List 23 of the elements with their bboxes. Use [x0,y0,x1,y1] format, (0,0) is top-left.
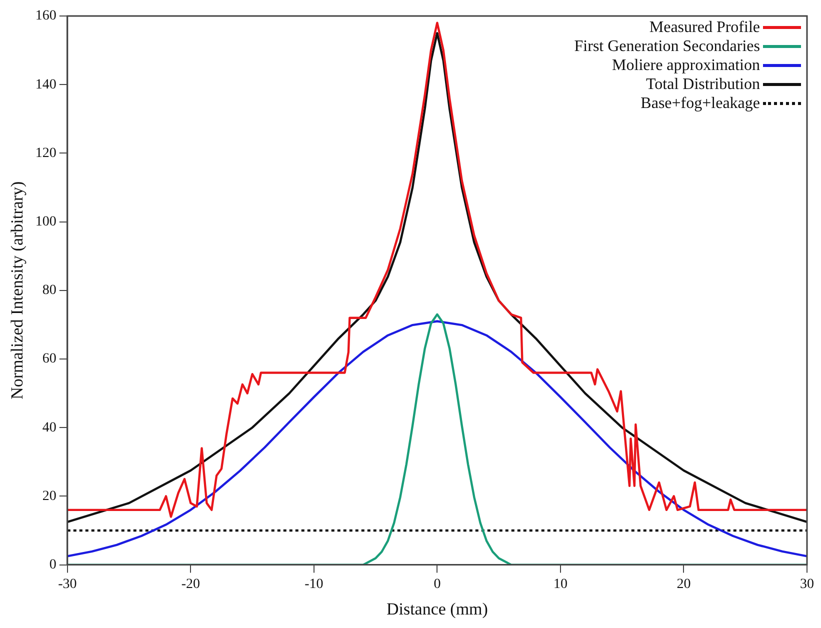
y-tick-label: 140 [35,77,56,92]
x-tick-label: -10 [304,576,324,592]
x-tick-label: 0 [434,576,441,592]
y-tick-label: 40 [42,420,56,436]
y-tick-label: 0 [49,557,56,572]
x-tick-label: 10 [553,576,568,592]
legend-label: Base+fog+leakage [640,94,760,113]
y-tick-label: 60 [42,352,56,367]
y-tick-label: 160 [35,8,56,24]
legend-label: Moliere approximation [612,56,760,75]
y-tick-label: 120 [35,146,56,161]
y-tick-label: 80 [42,283,56,298]
y-tick-label: 100 [35,214,56,230]
x-tick-label: 30 [800,576,814,592]
legend-label: Total Distribution [646,75,760,94]
y-axis-title: Normalized Intensity (arbitrary) [8,181,27,400]
legend-label: Measured Profile [649,18,760,37]
x-axis-title: Distance (mm) [386,599,488,618]
x-tick-label: 20 [676,576,691,592]
y-tick-label: 20 [42,488,56,504]
x-tick-label: -20 [181,576,200,592]
x-tick-label: -30 [58,576,77,592]
legend-label: First Generation Secondaries [574,37,760,56]
